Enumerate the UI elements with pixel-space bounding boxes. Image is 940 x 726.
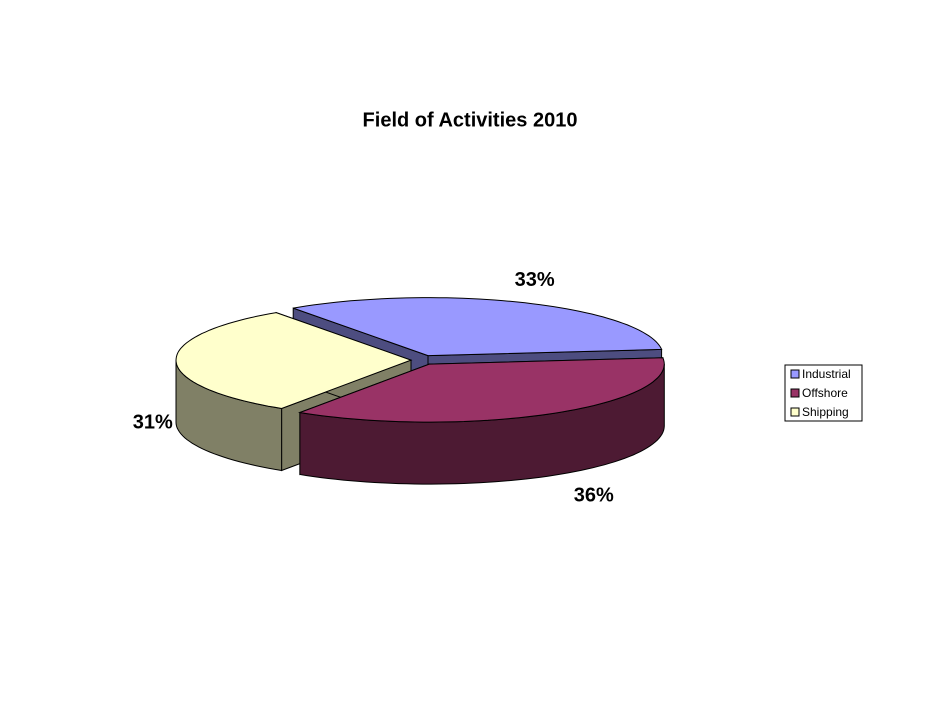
data-label: 33% — [515, 269, 555, 291]
data-label: 36% — [574, 485, 614, 507]
legend-swatch — [790, 369, 800, 379]
slice-group — [297, 357, 665, 485]
slice — [175, 312, 413, 410]
slice — [297, 357, 665, 423]
chart-title: Field of Activities 2010 — [363, 109, 578, 131]
legend-label: Offshore — [802, 386, 848, 400]
slice — [293, 297, 663, 357]
legend-swatch — [790, 388, 800, 398]
pie — [175, 297, 665, 485]
legend: Industrial Offshore Shipping — [790, 367, 851, 419]
data-label: 31% — [133, 411, 173, 433]
legend-swatch — [790, 407, 800, 417]
legend-label: Shipping — [802, 405, 849, 419]
legend-label: Industrial — [802, 367, 851, 381]
